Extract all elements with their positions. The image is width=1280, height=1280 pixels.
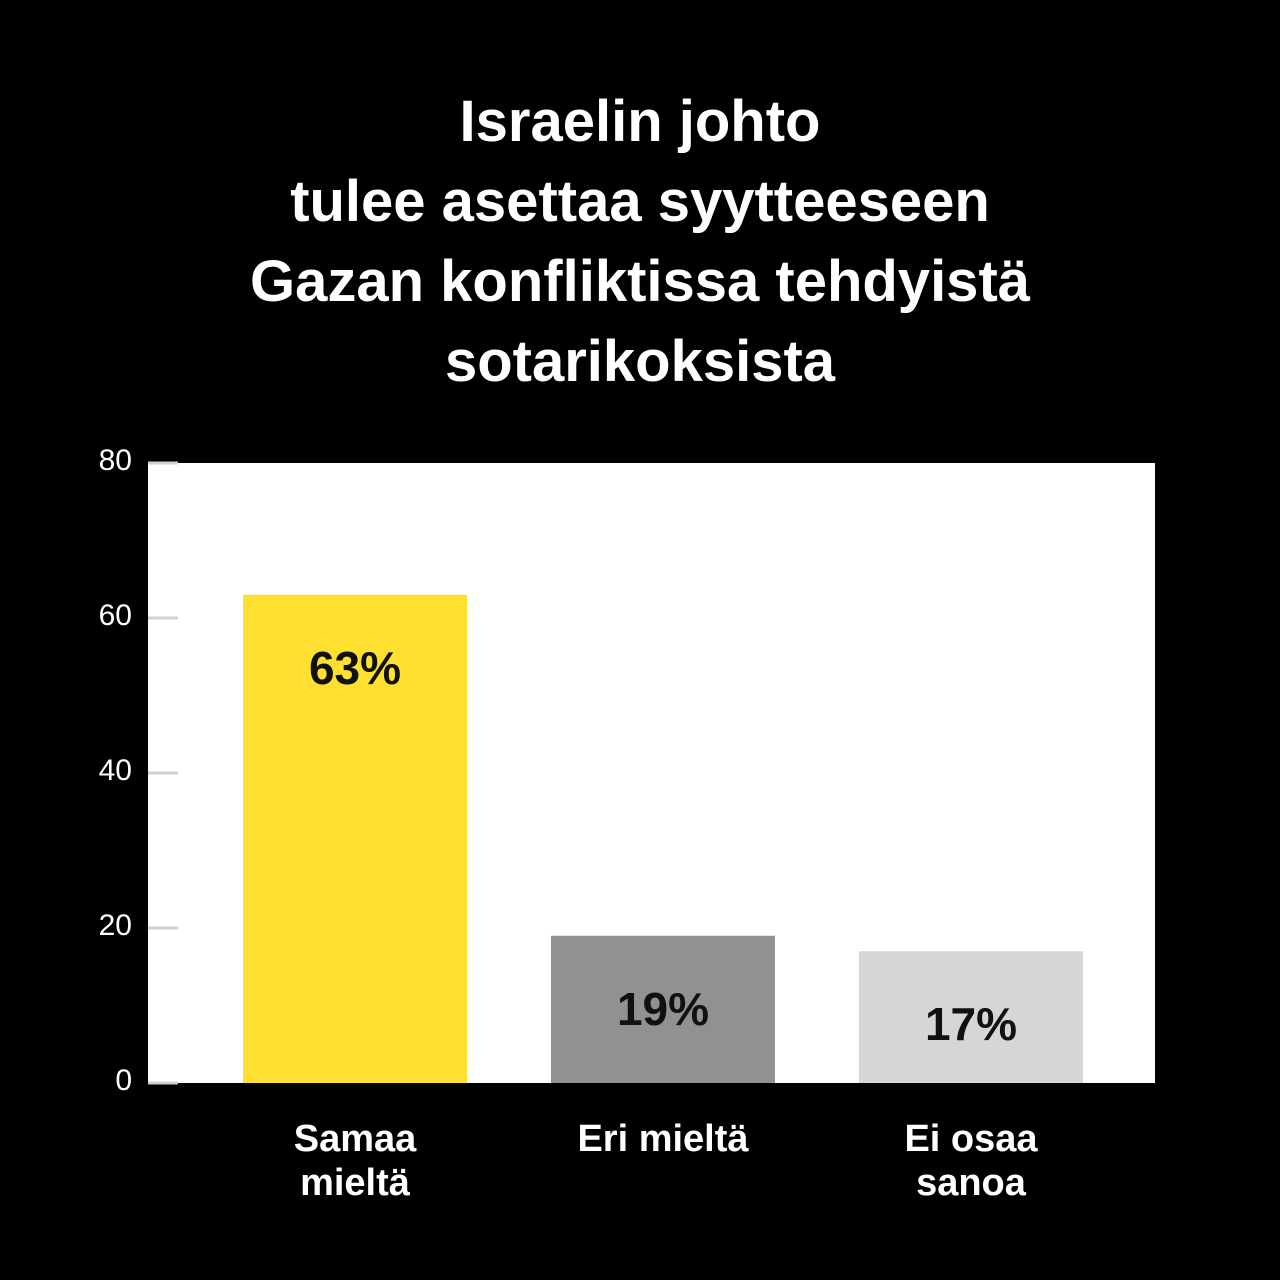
y-tick-label: 80 — [98, 444, 132, 477]
y-tick-label: 0 — [115, 1064, 132, 1097]
bar — [551, 935, 775, 1083]
value-label: 17% — [924, 998, 1018, 1051]
y-tick-label: 60 — [98, 599, 132, 632]
value-label: 63% — [308, 641, 402, 694]
x-tick-label: Samaa mieltä — [293, 1118, 417, 1204]
value-label: 19% — [616, 982, 710, 1035]
chart-title: Israelin johto tulee asettaa syytteeseen… — [249, 89, 1031, 394]
y-tick-label: 20 — [98, 909, 132, 942]
bar — [859, 951, 1083, 1083]
bar — [243, 594, 467, 1083]
x-tick-label: Eri mieltä — [577, 1118, 749, 1160]
y-tick-label: 40 — [98, 754, 132, 787]
x-tick-label: Ei osaa sanoa — [904, 1118, 1038, 1204]
